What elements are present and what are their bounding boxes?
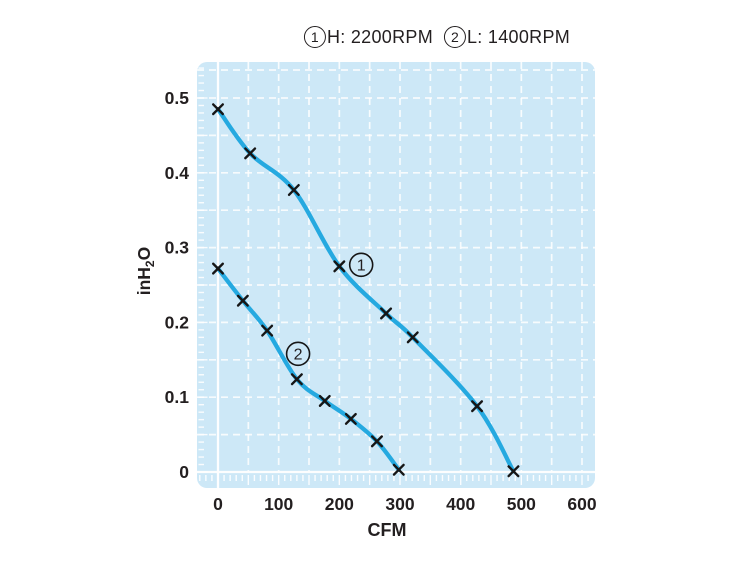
circled-1-icon: 1 (303, 26, 326, 48)
data-point-marker (211, 103, 225, 116)
x-tick-label: 300 (385, 494, 414, 514)
data-point-marker (471, 400, 484, 413)
x-tick-label: 400 (446, 494, 475, 514)
y-tick-label: 0.5 (165, 88, 190, 108)
x-tick-label: 100 (264, 494, 293, 514)
data-point-marker (261, 324, 274, 337)
x-tick-label: 0 (213, 494, 223, 514)
y-tick-label: 0.2 (165, 312, 190, 332)
data-point-marker (370, 435, 383, 448)
bottom-ruler-ticks (199, 475, 589, 485)
chart-title: 1 H: 2200RPM 2 L: 1400RPM (303, 26, 571, 48)
y-tick-label: 0.3 (165, 238, 190, 258)
data-point-marker (380, 307, 393, 320)
data-point-marker (406, 331, 419, 344)
svg-text:2: 2 (294, 346, 303, 363)
data-point-marker (290, 373, 303, 386)
x-tick-label: 500 (507, 494, 536, 514)
y-axis-title: inH2O (134, 247, 157, 296)
title-series1-text: H: 2200RPM (326, 26, 433, 47)
series-1-group: 1 (211, 103, 520, 478)
circled-2-icon: 2 (443, 26, 466, 48)
y-tick-label: 0.1 (165, 387, 190, 407)
data-point-marker (287, 184, 300, 197)
series-2-circled-label: 2 (285, 341, 311, 367)
data-point-marker (507, 465, 520, 478)
data-point-marker (392, 463, 405, 476)
series-1-circled-label: 1 (348, 252, 374, 278)
x-tick-label: 200 (325, 494, 354, 514)
title-series2-text: L: 1400RPM (466, 26, 571, 47)
plot-area (197, 62, 595, 488)
y-axis-tick-labels: 0.5 0.4 0.3 0.2 0.1 0 (165, 88, 190, 482)
data-point-marker (333, 260, 346, 273)
y-tick-label: 0.4 (165, 163, 190, 183)
left-ruler-ticks (198, 67, 208, 473)
data-point-marker (318, 394, 331, 407)
x-axis-title: CFM (368, 520, 407, 540)
svg-text:1: 1 (357, 257, 366, 274)
x-axis-tick-labels: 0 100 200 300 400 500 600 (213, 494, 597, 514)
data-point-marker (236, 294, 249, 307)
x-tick-label: 600 (567, 494, 596, 514)
data-point-marker (211, 262, 225, 275)
data-point-marker (244, 147, 257, 160)
series-2-group: 2 (211, 262, 405, 476)
y-tick-label: 0 (179, 462, 189, 482)
data-point-marker (344, 412, 357, 425)
